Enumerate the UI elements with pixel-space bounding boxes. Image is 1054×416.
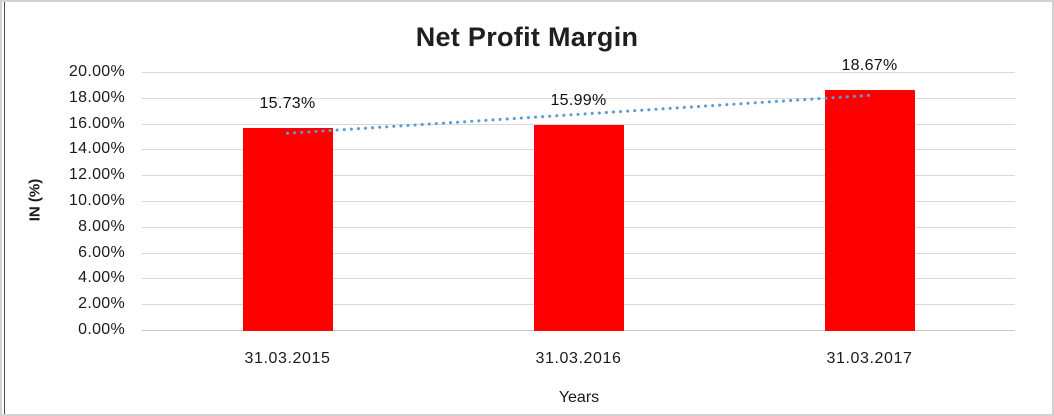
y-tick-label: 14.00% [68,140,125,158]
data-label: 15.73% [259,95,316,113]
y-tick-label: 10.00% [68,192,125,209]
data-label: 15.99% [550,91,607,109]
chart-title: Net Profit Margin [415,22,639,52]
bar-31.03.2017 [824,90,915,331]
y-tick-label: 16.00% [68,114,125,132]
data-label: 18.67% [841,57,898,75]
y-tick-label: 4.00% [78,269,125,287]
y-tick-label: 0.00% [78,321,125,338]
y-tick-label: 6.00% [78,243,125,261]
gridline [142,97,1015,99]
left-border-line [4,2,5,414]
y-tick-label: 2.00% [78,295,125,313]
plot-area: 15.73% 15.99% 18.67% [142,57,1015,331]
y-tick-label: 20.00% [68,63,125,80]
gridline [142,72,1015,73]
x-tick-label: 31.03.2017 [826,350,913,367]
gridline [142,123,1015,125]
bar-31.03.2015 [242,128,333,331]
y-tick-label: 18.00% [68,88,125,106]
y-tick-label: 12.00% [68,166,125,184]
trendline [286,93,871,135]
x-tick-label: 31.03.2015 [244,350,331,367]
x-axis-title: Years [558,389,600,406]
x-tick-label: 31.03.2016 [535,350,622,367]
y-tick-label: 8.00% [78,217,125,235]
bar-31.03.2016 [533,124,624,331]
